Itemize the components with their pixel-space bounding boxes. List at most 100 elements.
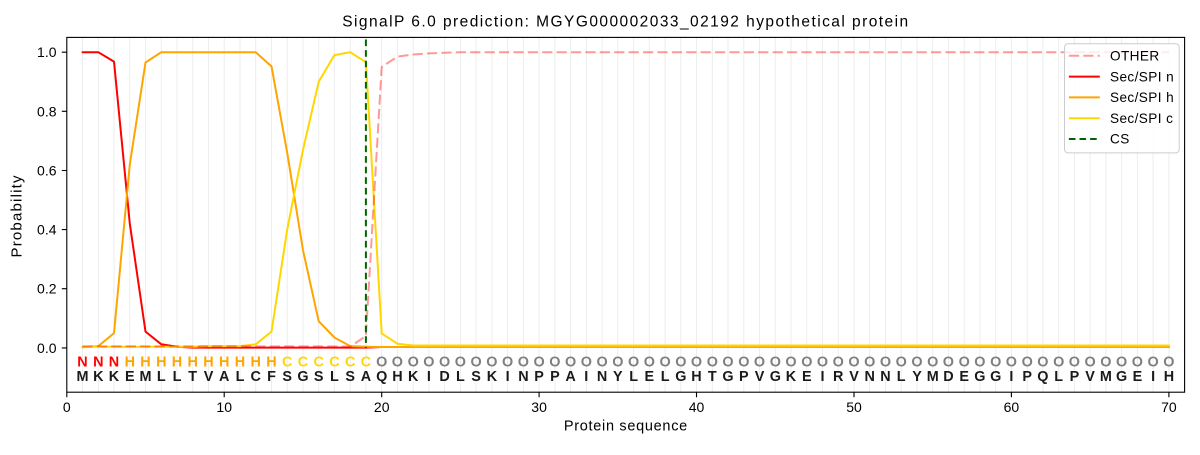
- svg-text:K: K: [786, 369, 797, 385]
- svg-text:40: 40: [689, 399, 705, 415]
- svg-text:O: O: [801, 355, 812, 371]
- svg-text:H: H: [125, 355, 135, 371]
- svg-text:F: F: [267, 369, 276, 385]
- svg-text:0.0: 0.0: [37, 340, 57, 356]
- svg-text:D: D: [943, 369, 953, 385]
- svg-text:O: O: [707, 355, 718, 371]
- svg-text:S: S: [471, 369, 481, 385]
- svg-text:Y: Y: [912, 369, 922, 385]
- svg-text:O: O: [376, 355, 387, 371]
- svg-text:I: I: [821, 369, 825, 385]
- svg-text:0.2: 0.2: [37, 281, 57, 297]
- svg-text:H: H: [691, 369, 701, 385]
- svg-text:H: H: [140, 355, 150, 371]
- svg-text:K: K: [93, 369, 104, 385]
- svg-text:N: N: [518, 369, 528, 385]
- svg-text:M: M: [77, 369, 89, 385]
- svg-text:N: N: [880, 369, 890, 385]
- svg-text:O: O: [1100, 355, 1111, 371]
- svg-text:V: V: [755, 369, 765, 385]
- svg-text:G: G: [770, 369, 781, 385]
- svg-text:G: G: [1116, 369, 1127, 385]
- svg-text:Sec/SPI c: Sec/SPI c: [1110, 111, 1173, 126]
- svg-text:T: T: [188, 369, 197, 385]
- svg-text:O: O: [392, 355, 403, 371]
- svg-text:O: O: [754, 355, 765, 371]
- svg-text:O: O: [990, 355, 1001, 371]
- svg-text:Y: Y: [613, 369, 623, 385]
- svg-text:10: 10: [216, 399, 232, 415]
- svg-text:O: O: [738, 355, 749, 371]
- svg-text:L: L: [1054, 369, 1063, 385]
- svg-text:R: R: [833, 369, 844, 385]
- svg-text:Probability: Probability: [9, 174, 26, 257]
- svg-text:P: P: [1070, 369, 1080, 385]
- svg-text:P: P: [739, 369, 749, 385]
- svg-text:E: E: [802, 369, 812, 385]
- svg-text:A: A: [219, 369, 230, 385]
- svg-text:H: H: [266, 355, 276, 371]
- svg-text:O: O: [770, 355, 781, 371]
- svg-text:P: P: [550, 369, 560, 385]
- svg-text:L: L: [456, 369, 465, 385]
- svg-text:A: A: [361, 369, 372, 385]
- svg-text:O: O: [722, 355, 733, 371]
- svg-text:O: O: [848, 355, 859, 371]
- svg-text:I: I: [427, 369, 431, 385]
- svg-text:M: M: [1100, 369, 1112, 385]
- svg-text:O: O: [1163, 355, 1174, 371]
- svg-text:L: L: [157, 369, 166, 385]
- svg-text:O: O: [959, 355, 970, 371]
- svg-text:V: V: [849, 369, 859, 385]
- svg-text:O: O: [1132, 355, 1143, 371]
- svg-text:E: E: [125, 369, 135, 385]
- svg-text:O: O: [549, 355, 560, 371]
- svg-text:G: G: [974, 369, 985, 385]
- svg-text:OTHER: OTHER: [1110, 49, 1160, 64]
- svg-text:O: O: [896, 355, 907, 371]
- svg-text:Sec/SPI h: Sec/SPI h: [1110, 90, 1174, 105]
- svg-text:S: S: [314, 369, 324, 385]
- svg-text:O: O: [644, 355, 655, 371]
- svg-text:O: O: [1022, 355, 1033, 371]
- svg-text:0.6: 0.6: [37, 163, 57, 179]
- svg-text:L: L: [236, 369, 245, 385]
- svg-text:C: C: [313, 355, 323, 371]
- svg-text:H: H: [219, 355, 229, 371]
- svg-text:G: G: [722, 369, 733, 385]
- svg-text:Sec/SPI n: Sec/SPI n: [1110, 69, 1174, 84]
- svg-text:CS: CS: [1110, 132, 1130, 147]
- svg-text:O: O: [502, 355, 513, 371]
- svg-text:K: K: [487, 369, 498, 385]
- svg-text:H: H: [392, 369, 402, 385]
- svg-text:L: L: [897, 369, 906, 385]
- svg-text:0: 0: [63, 399, 71, 415]
- svg-text:P: P: [1022, 369, 1032, 385]
- svg-text:N: N: [864, 369, 874, 385]
- svg-text:M: M: [140, 369, 152, 385]
- svg-text:L: L: [330, 369, 339, 385]
- svg-text:H: H: [1164, 369, 1174, 385]
- svg-text:O: O: [1037, 355, 1048, 371]
- svg-text:O: O: [974, 355, 985, 371]
- svg-text:N: N: [109, 355, 119, 371]
- svg-text:I: I: [584, 369, 588, 385]
- svg-text:C: C: [361, 355, 371, 371]
- svg-text:O: O: [1069, 355, 1080, 371]
- svg-text:O: O: [817, 355, 828, 371]
- svg-text:K: K: [109, 369, 120, 385]
- svg-text:30: 30: [531, 399, 547, 415]
- svg-text:20: 20: [374, 399, 390, 415]
- svg-text:O: O: [864, 355, 875, 371]
- svg-text:E: E: [1133, 369, 1143, 385]
- svg-text:Q: Q: [376, 369, 387, 385]
- svg-text:O: O: [675, 355, 686, 371]
- svg-text:Protein sequence: Protein sequence: [564, 419, 688, 435]
- svg-text:G: G: [990, 369, 1001, 385]
- svg-text:O: O: [408, 355, 419, 371]
- svg-text:G: G: [675, 369, 686, 385]
- svg-text:H: H: [187, 355, 197, 371]
- svg-text:N: N: [597, 369, 607, 385]
- svg-text:O: O: [565, 355, 576, 371]
- svg-text:C: C: [250, 369, 260, 385]
